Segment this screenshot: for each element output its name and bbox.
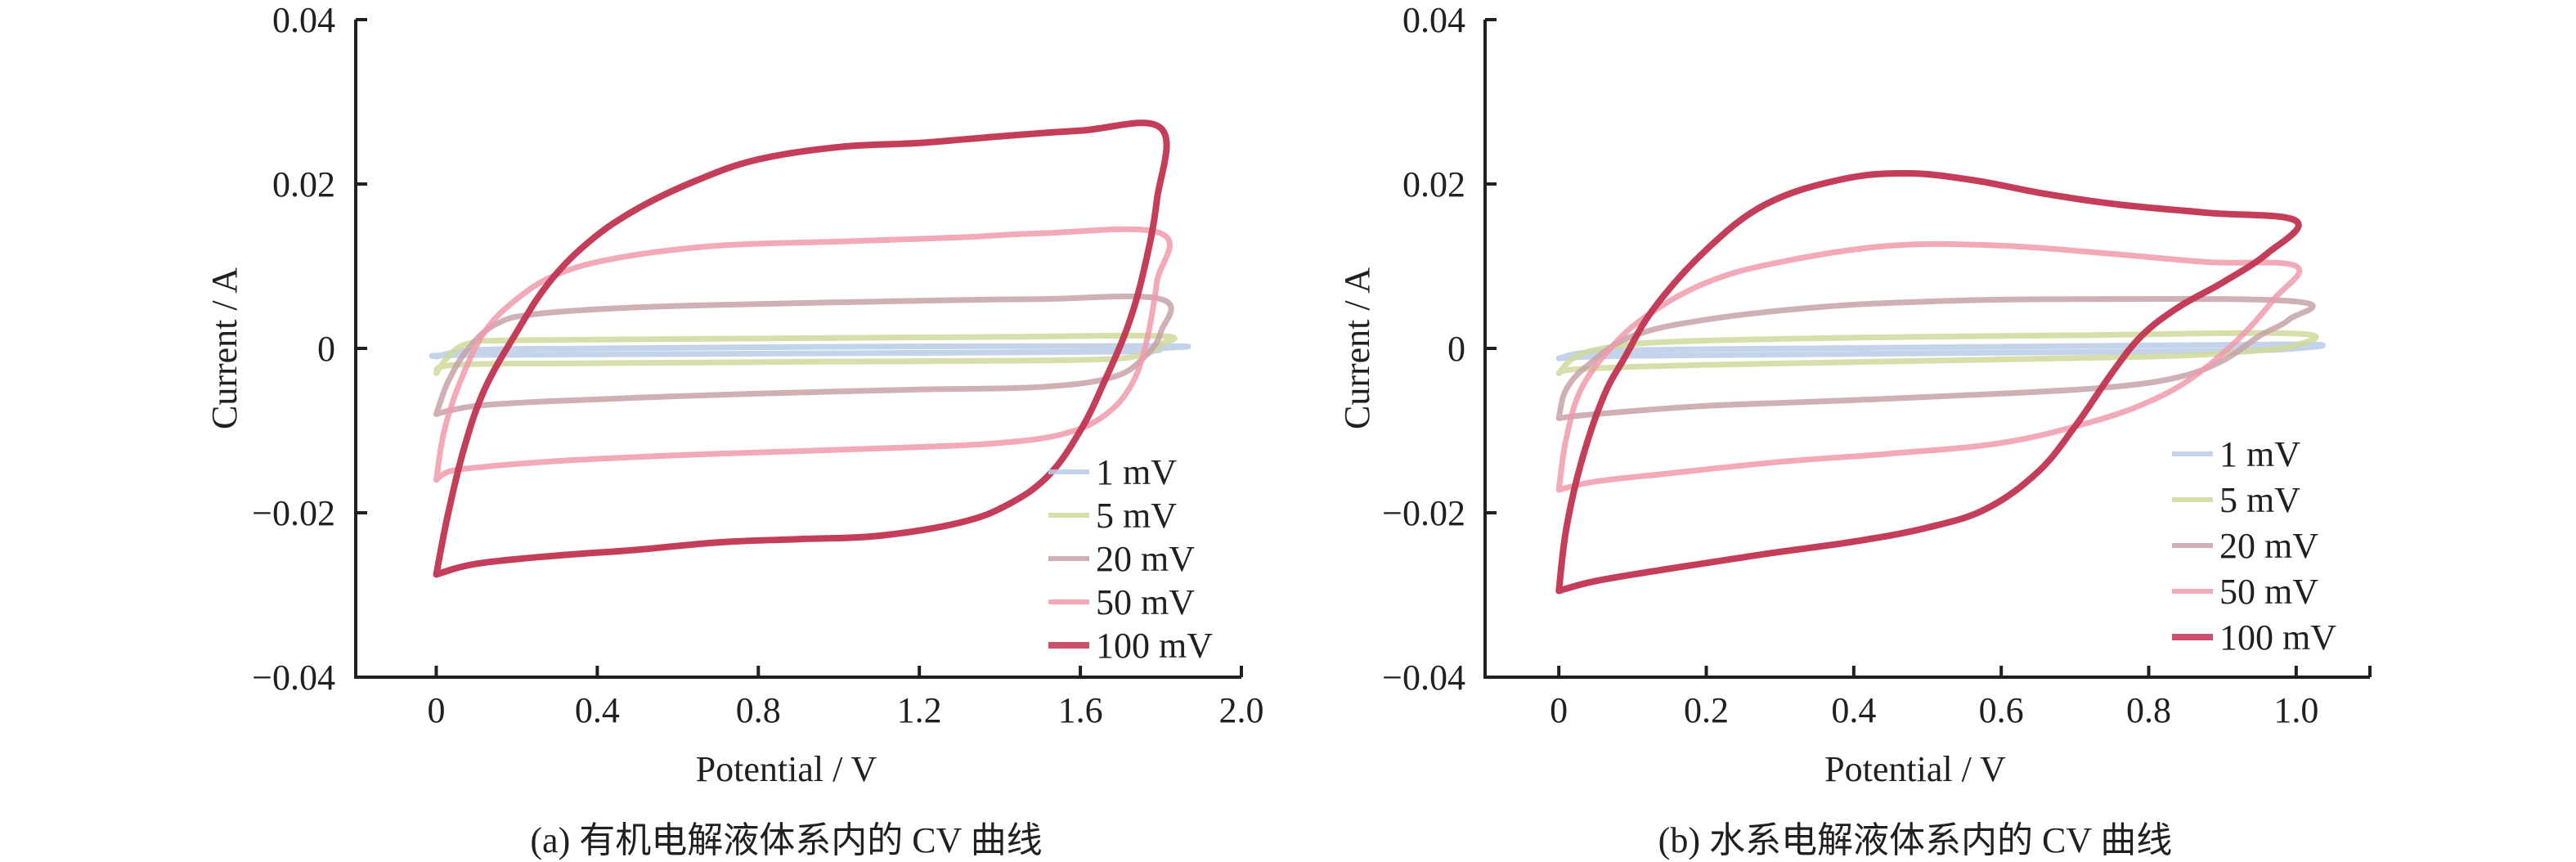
cv-curve-20mv: [433, 293, 1174, 417]
legend-item: 5 mV: [1048, 496, 1177, 536]
y-tick-label: −0.02: [252, 493, 335, 533]
legend-item: 1 mV: [1048, 452, 1177, 492]
axes: [354, 18, 1243, 679]
x-tick-label: 0.6: [1979, 690, 2024, 730]
x-tick-label: 0.4: [575, 690, 620, 730]
legend: 1 mV 5 mV 20 mV 50 mV 100 mV: [2172, 434, 2336, 658]
legend-item: 50 mV: [1048, 582, 1195, 622]
y-tick-label: 0.04: [272, 0, 335, 40]
legend-item: 20 mV: [2172, 526, 2318, 566]
x-tick-label: 1.0: [2273, 690, 2318, 730]
curves: [1555, 169, 2326, 595]
legend-label: 1 mV: [1096, 452, 1177, 492]
legend-label: 5 mV: [1096, 496, 1177, 536]
y-tick-label: −0.04: [252, 658, 335, 698]
y-tick-label: −0.02: [1382, 493, 1465, 533]
cv-curve-50mv: [433, 226, 1173, 483]
cv-curve-100mv: [433, 119, 1170, 578]
legend-item: 5 mV: [2172, 480, 2300, 520]
legend-item: 100 mV: [2172, 617, 2336, 658]
cv-curve-100mv: [1555, 169, 2302, 595]
legend-label: 20 mV: [1096, 539, 1195, 579]
x-tick-label: 0.8: [736, 690, 781, 730]
legend-label: 20 mV: [2219, 526, 2318, 566]
y-tick-label: 0.02: [272, 164, 335, 204]
legend-label: 50 mV: [1096, 582, 1195, 622]
cv-curve-5mv: [1555, 330, 2319, 376]
legend-item: 50 mV: [2172, 572, 2318, 612]
x-tick-label: 2.0: [1219, 690, 1264, 730]
y-tick-label: 0: [317, 329, 335, 369]
curves: [429, 119, 1192, 578]
legend-label: 50 mV: [2219, 572, 2318, 612]
y-tick-label: 0.02: [1402, 164, 1465, 204]
legend-label: 100 mV: [1096, 626, 1213, 666]
legend-label: 1 mV: [2219, 434, 2300, 474]
panel-a-organic-electrolyte: 0.04 0.02 0 −0.02 −0.04 0 0.4 0.8 1.2 1.6 2.0 Pote…: [204, 0, 1264, 860]
cv-curve-50mv: [1555, 240, 2303, 493]
legend-label: 5 mV: [2219, 480, 2300, 520]
legend-item: 1 mV: [2172, 434, 2300, 474]
x-tick-label: 0: [1550, 690, 1568, 730]
x-tick-label: 0.8: [2126, 690, 2171, 730]
y-tick-label: −0.04: [1382, 658, 1465, 698]
x-tick-label: 1.6: [1058, 690, 1103, 730]
panel-caption: (b) 水系电解液体系内的 CV 曲线: [1658, 820, 2173, 860]
cv-curve-20mv: [1555, 295, 2316, 421]
legend-label: 100 mV: [2219, 617, 2336, 658]
x-tick-label: 0.2: [1684, 690, 1729, 730]
y-axis-label: Current / A: [1337, 267, 1377, 429]
legend-item: 100 mV: [1048, 626, 1213, 666]
axes: [1483, 18, 2372, 679]
y-axis-label: Current / A: [204, 267, 245, 429]
panel-b-aqueous-electrolyte: 0.04 0.02 0 −0.02 −0.04 0 0.2 0.4 0.6 0.8 1.0 Pote…: [1337, 0, 2372, 860]
y-tick-label: 0.04: [1402, 0, 1465, 40]
x-tick-label: 1.2: [897, 690, 942, 730]
y-tick-label: 0: [1447, 329, 1465, 369]
cv-curve-1mv: [1555, 341, 2326, 361]
tick-labels: 0.04 0.02 0 −0.02 −0.04 0 0.2 0.4 0.6 0.8 1.0: [1382, 0, 2318, 730]
cv-curve-5mv: [433, 332, 1178, 376]
x-tick-label: 0: [427, 690, 445, 730]
x-tick-label: 0.4: [1831, 690, 1876, 730]
cv-curve-1mv: [429, 343, 1192, 360]
legend-item: 20 mV: [1048, 539, 1195, 579]
tick-labels: 0.04 0.02 0 −0.02 −0.04 0 0.4 0.8 1.2 1.6 2.0: [252, 0, 1263, 730]
x-axis-label: Potential / V: [696, 749, 877, 789]
panel-caption: (a) 有机电解液体系内的 CV 曲线: [530, 820, 1042, 860]
x-axis-label: Potential / V: [1824, 749, 2006, 789]
